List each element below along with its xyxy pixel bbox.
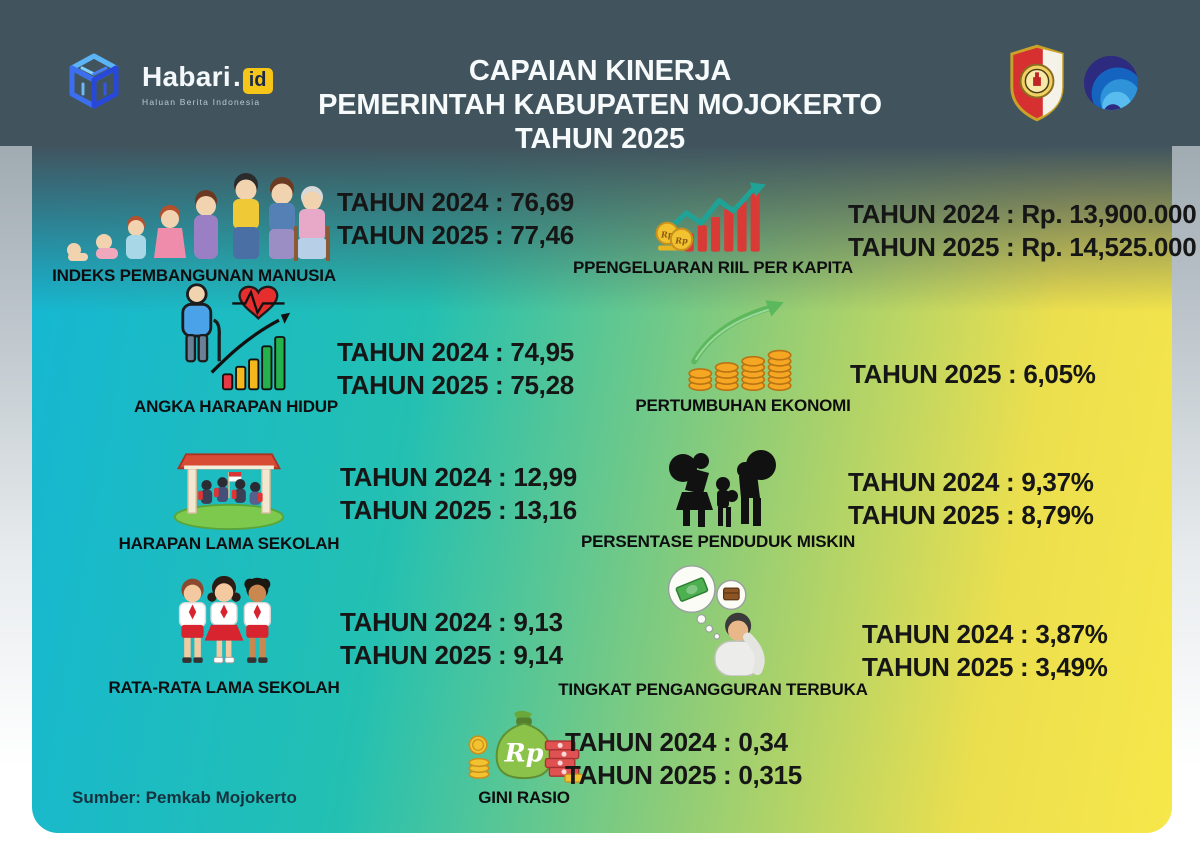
svg-text:Rp: Rp [660, 229, 674, 239]
stat-line: TAHUN 2024 : 9,37% [848, 467, 1094, 497]
indicator-label: GINI RASIO [478, 788, 570, 807]
indicator-prk: Rp Rp PPENGELUARAN RIIL PER KAPITA [573, 180, 853, 278]
indicator-stats: TAHUN 2024 : 0,34 TAHUN 2025 : 0,315 [565, 726, 802, 792]
indicator-label: INDEKS PEMBANGUNAN MANUSIA [52, 266, 336, 285]
mojokerto-crest-icon [1010, 44, 1064, 122]
unemployed-man-thinking-icon [647, 564, 779, 676]
indicator-label: RATA-RATA LAMA SEKOLAH [108, 678, 340, 697]
brand-id-badge: id [242, 68, 273, 94]
indicator-stats: TAHUN 2024 : 74,95 TAHUN 2025 : 75,28 [337, 336, 574, 402]
kominfo-logo-icon [1083, 55, 1139, 111]
indicator-label: TINGKAT PENGANGGURAN TERBUKA [558, 680, 868, 699]
brand-dot: . [232, 61, 241, 92]
school-gate-children-icon [165, 444, 293, 530]
title-line-2: PEMERINTAH KABUPATEN MOJOKERTO [318, 89, 882, 121]
svg-text:Rp: Rp [674, 235, 688, 245]
stat-line: TAHUN 2024 : Rp. 13,900.000 [848, 199, 1197, 229]
indicator-stats: TAHUN 2025 : 6,05% [850, 358, 1096, 391]
three-students-icon [156, 574, 292, 674]
page-title: CAPAIAN KINERJA PEMERINTAH KABUPATEN MOJ… [280, 54, 920, 156]
indicator-pe: PERTUMBUHAN EKONOMI [635, 298, 851, 416]
stat-line: TAHUN 2025 : 0,315 [565, 760, 802, 790]
title-line-1: CAPAIAN KINERJA [468, 55, 732, 87]
indicator-label: PPENGELUARAN RIIL PER KAPITA [573, 258, 853, 277]
brand-tagline: Haluan Berita Indonesia [142, 97, 261, 107]
indicator-ppm: PERSENTASE PENDUDUK MISKIN [581, 448, 855, 552]
poor-family-silhouette-icon [657, 448, 779, 528]
indicator-hls: HARAPAN LAMA SEKOLAH [119, 444, 340, 554]
infographic-card [32, 0, 1172, 833]
indicator-ipm: INDEKS PEMBANGUNAN MANUSIA [52, 166, 336, 286]
stat-line: TAHUN 2025 : Rp. 14,525.000 [848, 232, 1197, 262]
stat-line: TAHUN 2025 : 9,14 [340, 640, 563, 670]
indicator-stats: TAHUN 2024 : 3,87% TAHUN 2025 : 3,49% [862, 618, 1108, 684]
indicator-stats: TAHUN 2024 : 9,13 TAHUN 2025 : 9,14 [340, 606, 563, 672]
habari-brand: Habari . id Haluan Berita Indonesia [58, 48, 273, 120]
svg-text:Rp: Rp [504, 738, 544, 768]
coin-stacks-growth-arrow-icon [682, 298, 804, 392]
indicator-stats: TAHUN 2024 : 76,69 TAHUN 2025 : 77,46 [337, 186, 574, 252]
human-development-stages-icon [58, 166, 330, 262]
stat-line: TAHUN 2024 : 0,34 [565, 727, 788, 757]
government-logos [1006, 44, 1140, 122]
indicator-label: ANGKA HARAPAN HIDUP [134, 397, 338, 416]
stat-line: TAHUN 2025 : 75,28 [337, 370, 574, 400]
stat-line: TAHUN 2025 : 3,49% [862, 652, 1108, 682]
indicator-label: PERSENTASE PENDUDUK MISKIN [580, 532, 856, 551]
indicator-label: HARAPAN LAMA SEKOLAH [118, 534, 340, 553]
stat-line: TAHUN 2025 : 13,16 [340, 495, 577, 525]
rising-bars-coins-icon: Rp Rp [652, 180, 774, 254]
elderly-heart-chart-icon [166, 281, 306, 393]
stat-line: TAHUN 2025 : 77,46 [337, 220, 574, 250]
indicator-stats: TAHUN 2024 : 9,37% TAHUN 2025 : 8,79% [848, 466, 1094, 532]
indicator-tpt: TINGKAT PENGANGGURAN TERBUKA [558, 564, 868, 700]
stat-line: TAHUN 2024 : 3,87% [862, 619, 1108, 649]
indicator-stats: TAHUN 2024 : 12,99 TAHUN 2025 : 13,16 [340, 461, 577, 527]
money-bag-rp-icon: Rp [462, 700, 586, 784]
indicator-stats: TAHUN 2024 : Rp. 13,900.000 TAHUN 2025 :… [848, 198, 1197, 264]
indicator-label: PERTUMBUHAN EKONOMI [635, 396, 851, 415]
stat-line: TAHUN 2024 : 74,95 [337, 337, 574, 367]
brand-name: Habari [142, 61, 231, 92]
stat-line: TAHUN 2024 : 9,13 [340, 607, 563, 637]
habari-logo-icon [69, 53, 119, 109]
title-line-3: TAHUN 2025 [515, 123, 685, 155]
stat-line: TAHUN 2024 : 76,69 [337, 187, 574, 217]
indicator-rls: RATA-RATA LAMA SEKOLAH [108, 574, 340, 698]
stat-line: TAHUN 2025 : 6,05% [850, 359, 1096, 389]
source-note: Sumber: Pemkab Mojokerto [72, 788, 297, 807]
stat-line: TAHUN 2024 : 12,99 [340, 462, 577, 492]
stat-line: TAHUN 2025 : 8,79% [848, 500, 1094, 530]
indicator-ahh: ANGKA HARAPAN HIDUP [134, 281, 338, 417]
indicator-gr: Rp GINI RASIO [438, 700, 610, 808]
